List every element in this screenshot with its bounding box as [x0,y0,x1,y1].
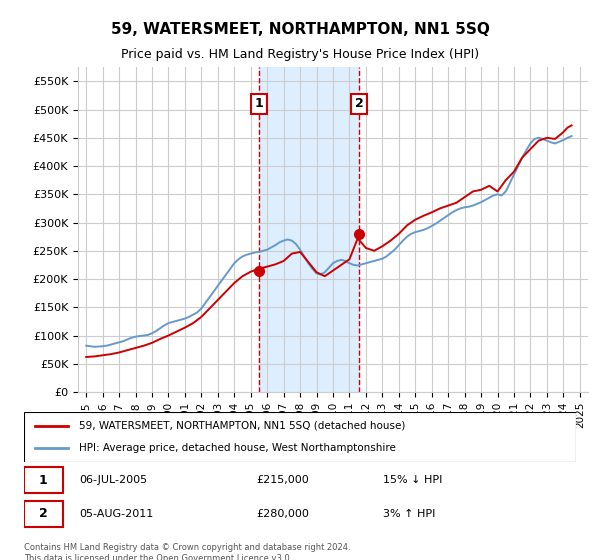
FancyBboxPatch shape [24,412,576,462]
Text: £215,000: £215,000 [256,475,308,486]
Text: 2: 2 [355,97,364,110]
Text: 05-AUG-2011: 05-AUG-2011 [79,509,154,519]
Bar [259,67,359,392]
Text: 1: 1 [254,97,263,110]
Text: Contains HM Land Registry data © Crown copyright and database right 2024.
This d: Contains HM Land Registry data © Crown c… [24,543,350,560]
FancyBboxPatch shape [24,468,62,493]
Text: 3% ↑ HPI: 3% ↑ HPI [383,509,435,519]
Text: 59, WATERSMEET, NORTHAMPTON, NN1 5SQ: 59, WATERSMEET, NORTHAMPTON, NN1 5SQ [110,22,490,38]
Text: 06-JUL-2005: 06-JUL-2005 [79,475,148,486]
Text: 1: 1 [39,474,47,487]
Text: Price paid vs. HM Land Registry's House Price Index (HPI): Price paid vs. HM Land Registry's House … [121,48,479,60]
Text: £280,000: £280,000 [256,509,309,519]
Text: HPI: Average price, detached house, West Northamptonshire: HPI: Average price, detached house, West… [79,443,396,453]
FancyBboxPatch shape [24,501,62,526]
Text: 2: 2 [39,507,47,520]
Text: 59, WATERSMEET, NORTHAMPTON, NN1 5SQ (detached house): 59, WATERSMEET, NORTHAMPTON, NN1 5SQ (de… [79,421,406,431]
Text: 15% ↓ HPI: 15% ↓ HPI [383,475,442,486]
